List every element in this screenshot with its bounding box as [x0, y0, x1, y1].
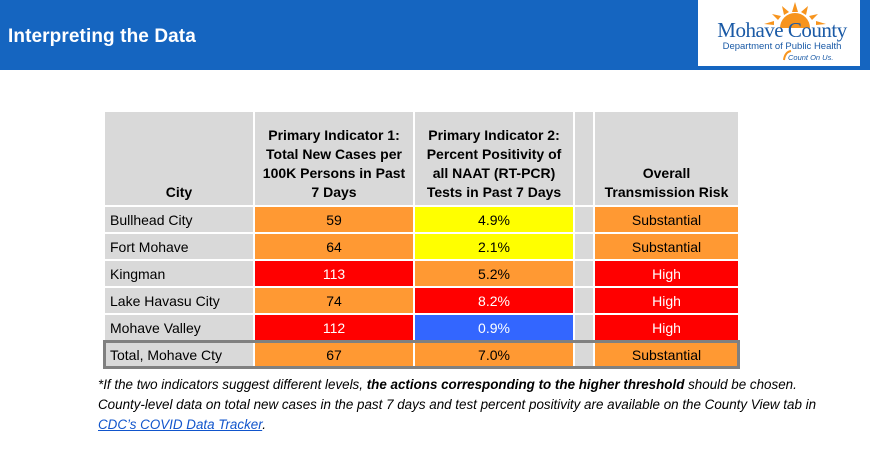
risk-cell: Substantial [595, 207, 740, 234]
column-header-risk: Overall Transmission Risk [595, 112, 740, 207]
title-bar: Interpreting the Data Mohave County Depa… [0, 0, 870, 70]
city-cell: Bullhead City [105, 207, 255, 234]
positivity-cell: 4.9% [415, 207, 575, 234]
risk-cell: High [595, 315, 740, 342]
positivity-cell: 7.0% [415, 342, 575, 369]
table-row-total: Total, Mohave Cty 67 7.0% Substantial [105, 342, 740, 369]
footnote-bold: the actions corresponding to the higher … [366, 377, 685, 392]
city-cell: Kingman [105, 261, 255, 288]
table-row: Mohave Valley 112 0.9% High [105, 315, 740, 342]
footnote-text-3: . [262, 417, 266, 432]
positivity-cell: 0.9% [415, 315, 575, 342]
page-title: Interpreting the Data [8, 26, 196, 47]
positivity-cell: 2.1% [415, 234, 575, 261]
gap-cell [575, 315, 595, 342]
sun-icon [764, 2, 826, 28]
city-cell: Mohave Valley [105, 315, 255, 342]
logo-tagline: Count On Us. [788, 53, 834, 62]
column-header-city: City [105, 112, 255, 207]
positivity-cell: 8.2% [415, 288, 575, 315]
gap-cell [575, 261, 595, 288]
table-header-row: City Primary Indicator 1: Total New Case… [105, 112, 740, 207]
footnote-text-2: should be chosen. County-level data on t… [98, 377, 817, 412]
positivity-cell: 5.2% [415, 261, 575, 288]
gap-cell [575, 234, 595, 261]
cases-cell: 113 [255, 261, 415, 288]
cases-cell: 74 [255, 288, 415, 315]
risk-cell: Substantial [595, 234, 740, 261]
cdc-data-tracker-link[interactable]: CDC’s COVID Data Tracker [98, 417, 263, 432]
cases-cell: 59 [255, 207, 415, 234]
column-header-indicator-1: Primary Indicator 1: Total New Cases per… [255, 112, 415, 207]
city-cell: Total, Mohave Cty [105, 342, 255, 369]
cases-cell: 64 [255, 234, 415, 261]
swoosh-icon [783, 50, 792, 61]
cases-cell: 67 [255, 342, 415, 369]
city-cell: Fort Mohave [105, 234, 255, 261]
gap-cell [575, 288, 595, 315]
column-header-indicator-2: Primary Indicator 2: Percent Positivity … [415, 112, 575, 207]
column-header-gap [575, 112, 595, 207]
city-cell: Lake Havasu City [105, 288, 255, 315]
transmission-table: City Primary Indicator 1: Total New Case… [105, 112, 740, 369]
table-row: Fort Mohave 64 2.1% Substantial [105, 234, 740, 261]
footnote-text-1: *If the two indicators suggest different… [98, 377, 367, 392]
risk-cell: Substantial [595, 342, 740, 369]
risk-cell: High [595, 288, 740, 315]
logo-department: Department of Public Health [722, 41, 842, 52]
gap-cell [575, 207, 595, 234]
table-row: Bullhead City 59 4.9% Substantial [105, 207, 740, 234]
footnote: *If the two indicators suggest different… [98, 375, 828, 435]
table-row: Lake Havasu City 74 8.2% High [105, 288, 740, 315]
risk-cell: High [595, 261, 740, 288]
gap-cell [575, 342, 595, 369]
logo-county-name: Mohave County [717, 18, 847, 42]
mohave-county-logo: Mohave County Department of Public Healt… [698, 0, 860, 66]
table-row: Kingman 113 5.2% High [105, 261, 740, 288]
cases-cell: 112 [255, 315, 415, 342]
